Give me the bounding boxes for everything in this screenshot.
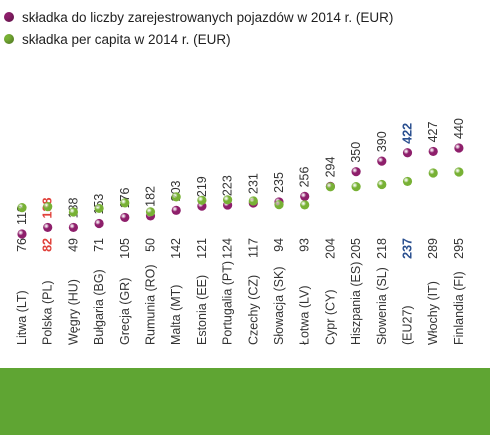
label-capita-czechy-cz: 117 xyxy=(246,238,260,258)
category-label-estonia-ee: Estonia (EE) xyxy=(195,275,209,345)
category-label-portugalia-pt: Portugalia (PT) xyxy=(221,261,235,345)
category-label-czechy-cz: Czechy (CZ) xyxy=(246,275,260,345)
legend-label-capita: składka per capita w 2014 r. (EUR) xyxy=(22,31,231,47)
point-capita-w-gry-hu xyxy=(68,207,78,217)
point-vehicles-malta-mt xyxy=(171,205,181,215)
point-capita-s-owenia-sl xyxy=(377,179,387,190)
category-label-cypr-cy: Cypr (CY) xyxy=(323,289,337,345)
category-label-rumunia-ro: Rumunia (RO) xyxy=(144,264,158,345)
label-capita-bu-garia-bg: 71 xyxy=(92,238,106,252)
label-vehicles-s-owacja-sk: 235 xyxy=(272,172,286,193)
point-vehicles-bu-garia-bg xyxy=(94,218,104,229)
category-label-bu-garia-bg: Bułgaria (BG) xyxy=(92,269,106,345)
label-capita-hiszpania-es: 205 xyxy=(349,238,363,259)
label-capita-malta-mt: 142 xyxy=(169,238,183,259)
point-capita-cypr-cy xyxy=(325,182,335,192)
point-vehicles-eu27 xyxy=(402,148,413,158)
legend: składka do liczby zarejestrowanych pojaz… xyxy=(4,6,393,50)
point-capita-czechy-cz xyxy=(248,196,258,206)
point-vehicles-polska-pl xyxy=(43,222,53,233)
point-vehicles-finlandia-fi xyxy=(454,143,464,153)
label-capita-polska-pl: 82 xyxy=(41,238,55,252)
label-capita-grecja-gr: 105 xyxy=(118,238,132,259)
label-vehicles-portugalia-pt: 223 xyxy=(221,175,235,196)
point-capita-grecja-gr xyxy=(120,198,130,208)
label-capita-rumunia-ro: 50 xyxy=(144,238,158,252)
label-vehicles-finlandia-fi: 440 xyxy=(452,118,466,139)
category-label-polska-pl: Polska (PL) xyxy=(41,280,55,345)
label-vehicles-w-ochy-it: 427 xyxy=(426,122,440,143)
point-capita-litwa-lt xyxy=(17,203,27,213)
footer-band xyxy=(0,368,490,435)
category-label-w-ochy-it: Włochy (IT) xyxy=(426,281,440,345)
point-capita-eu27 xyxy=(402,176,413,187)
label-vehicles-s-owenia-sl: 390 xyxy=(375,131,389,152)
point-vehicles-hiszpania-es xyxy=(351,167,361,177)
legend-item-capita: składka per capita w 2014 r. (EUR) xyxy=(4,28,393,50)
category-label-eu27: (EU27) xyxy=(401,305,415,345)
label-vehicles-hiszpania-es: 350 xyxy=(349,142,363,163)
point-vehicles-otwa-lv xyxy=(300,191,310,201)
category-label-s-owenia-sl: Słowenia (SL) xyxy=(375,267,389,345)
point-capita-malta-mt xyxy=(171,192,181,202)
point-vehicles-litwa-lt xyxy=(17,229,27,239)
label-vehicles-estonia-ee: 219 xyxy=(195,176,209,197)
point-vehicles-s-owenia-sl xyxy=(377,156,387,166)
legend-label-vehicles: składka do liczby zarejestrowanych pojaz… xyxy=(22,9,394,25)
point-vehicles-w-gry-hu xyxy=(68,222,78,233)
legend-dot-purple xyxy=(4,12,14,22)
label-vehicles-rumunia-ro: 182 xyxy=(144,186,158,207)
label-capita-finlandia-fi: 295 xyxy=(452,238,466,259)
legend-dot-green xyxy=(4,34,14,44)
label-capita-s-owenia-sl: 218 xyxy=(375,238,389,259)
point-vehicles-grecja-gr xyxy=(120,212,130,223)
label-vehicles-otwa-lv: 256 xyxy=(298,166,312,187)
point-vehicles-w-ochy-it xyxy=(428,146,438,157)
category-label-grecja-gr: Grecja (GR) xyxy=(118,278,132,345)
point-capita-portugalia-pt xyxy=(223,195,233,205)
category-label-malta-mt: Malta (MT) xyxy=(169,285,183,345)
label-capita-portugalia-pt: 124 xyxy=(221,238,235,259)
label-capita-otwa-lv: 93 xyxy=(298,238,312,252)
category-label-s-owacja-sk: Słowacja (SK) xyxy=(272,267,286,346)
point-capita-otwa-lv xyxy=(300,200,310,210)
label-capita-s-owacja-sk: 94 xyxy=(272,238,286,252)
category-label-w-gry-hu: Węgry (HU) xyxy=(66,279,80,345)
point-capita-bu-garia-bg xyxy=(94,203,104,214)
category-label-hiszpania-es: Hiszpania (ES) xyxy=(349,262,363,345)
label-capita-w-ochy-it: 289 xyxy=(426,238,440,259)
category-label-finlandia-fi: Finlandia (FI) xyxy=(452,271,466,345)
point-capita-hiszpania-es xyxy=(351,182,361,192)
label-capita-w-gry-hu: 49 xyxy=(66,238,80,252)
label-capita-litwa-lt: 76 xyxy=(15,238,29,252)
point-capita-finlandia-fi xyxy=(454,167,464,177)
label-capita-cypr-cy: 204 xyxy=(323,238,337,259)
legend-item-vehicles: składka do liczby zarejestrowanych pojaz… xyxy=(4,6,393,28)
point-capita-s-owacja-sk xyxy=(274,200,284,210)
label-vehicles-czechy-cz: 231 xyxy=(246,173,260,194)
category-label-otwa-lv: Łotwa (LV) xyxy=(298,285,312,345)
label-vehicles-cypr-cy: 294 xyxy=(323,156,337,177)
category-label-litwa-lt: Litwa (LT) xyxy=(15,290,29,345)
label-vehicles-eu27: 422 xyxy=(401,123,415,144)
point-capita-estonia-ee xyxy=(197,195,207,205)
label-capita-estonia-ee: 121 xyxy=(195,238,209,259)
point-capita-polska-pl xyxy=(43,202,53,212)
label-capita-eu27: 237 xyxy=(401,238,415,259)
point-capita-w-ochy-it xyxy=(428,168,438,178)
point-capita-rumunia-ro xyxy=(145,207,156,217)
